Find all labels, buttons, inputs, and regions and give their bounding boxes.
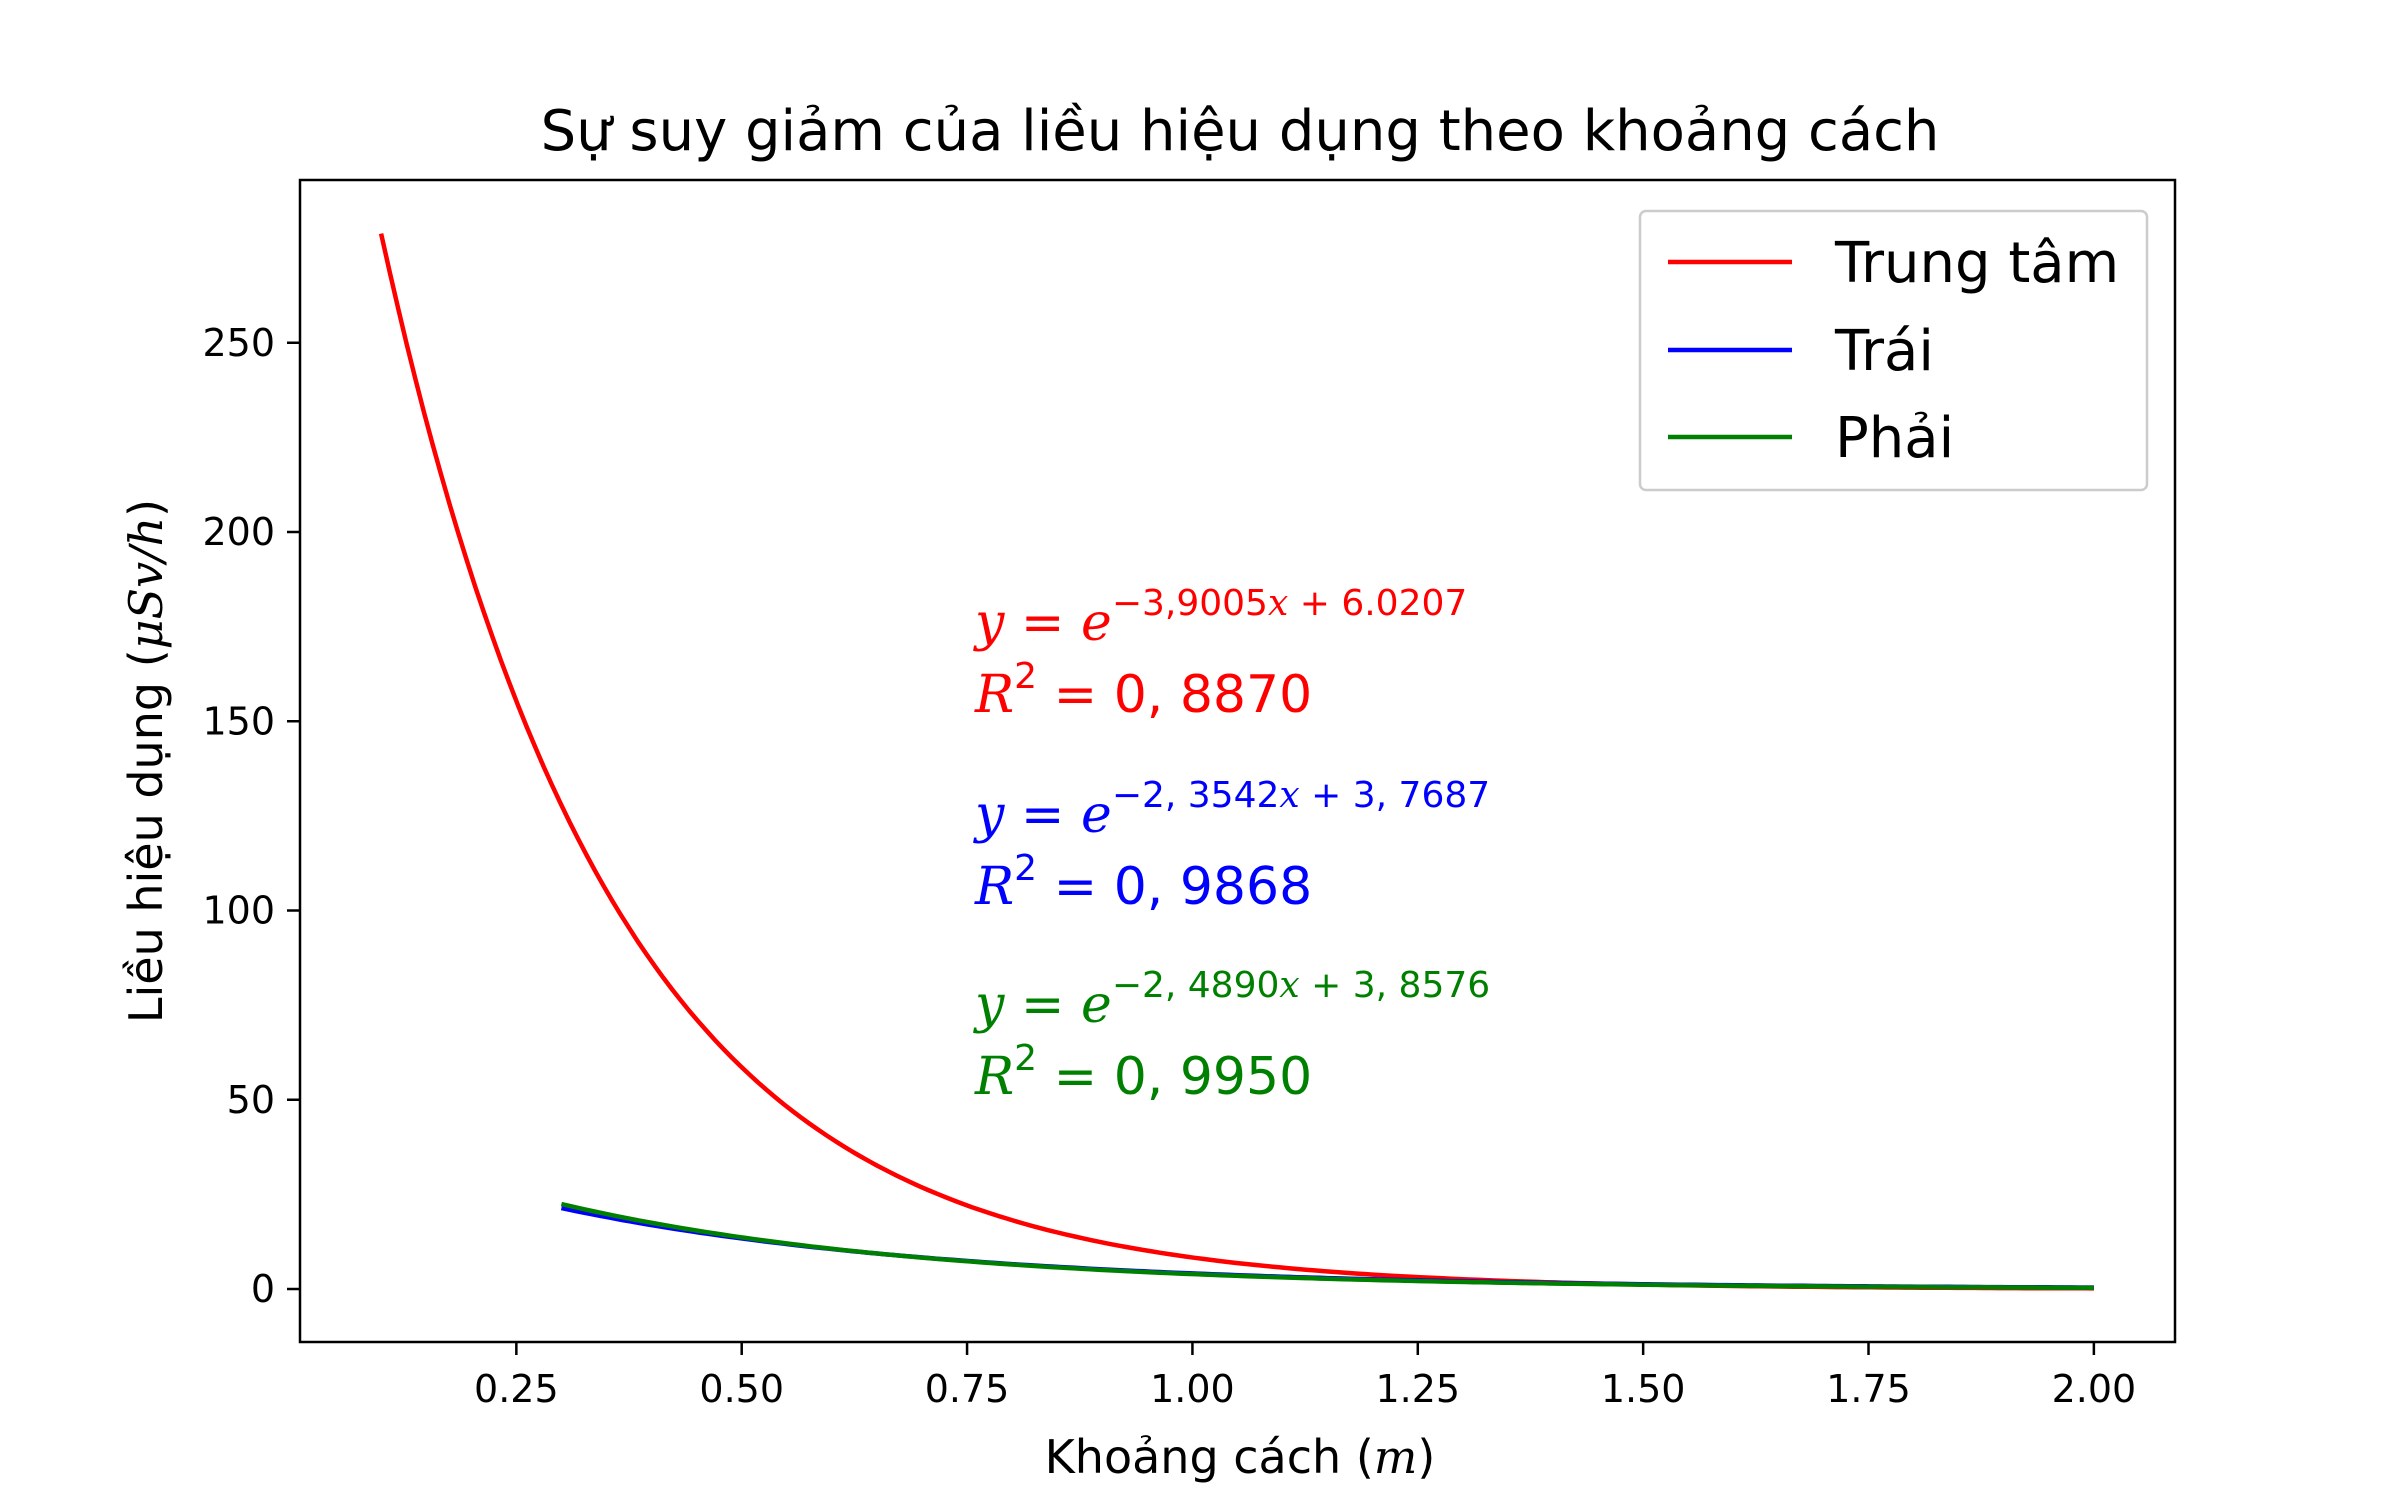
x-tick-label: 1.00 (1150, 1367, 1235, 1411)
x-axis: 0.25 0.50 0.75 1.00 1.25 1.50 1.75 2.00 (474, 1342, 2136, 1411)
x-tick-label: 1.25 (1375, 1367, 1460, 1411)
r-squared: R2 = 0, 9868 (974, 848, 1312, 917)
series-line-2 (560, 1205, 2094, 1290)
legend-label: Trái (1834, 319, 1934, 384)
series-lines (378, 233, 2094, 1291)
y-tick-label: 100 (202, 889, 275, 933)
x-tick-label: 0.50 (699, 1367, 784, 1411)
legend-label: Phải (1835, 406, 1954, 471)
x-axis-unit: m (1374, 1430, 1418, 1484)
x-tick-label: 0.25 (474, 1367, 559, 1411)
legend-box (1638, 209, 2149, 492)
y-axis-unit: μSv/h (119, 517, 173, 650)
x-tick-label: 1.75 (1826, 1367, 1911, 1411)
y-tick-label: 150 (202, 699, 275, 743)
y-axis-label: Liều hiệu dụng (μSv/h) (119, 499, 173, 1023)
x-tick-label: 1.50 (1601, 1367, 1686, 1411)
x-tick-label: 2.00 (2052, 1367, 2137, 1411)
x-axis-label: Khoảng cách (m) (1045, 1430, 1436, 1484)
legend: Trung tâm Trái Phải (1638, 209, 2149, 492)
legend-label: Trung tâm (1834, 231, 2119, 296)
chart-title: Sự suy giảm của liều hiệu dụng theo khoả… (541, 99, 1940, 164)
y-tick-label: 0 (251, 1267, 275, 1311)
r-squared: R2 = 0, 9950 (974, 1038, 1312, 1107)
series-line-3 (560, 1201, 2094, 1291)
fit-equation: y = e−3,9005x + 6.0207 (973, 583, 1467, 653)
y-tick-label: 50 (227, 1078, 275, 1122)
y-axis: 0 50 100 150 200 250 (202, 321, 300, 1311)
y-tick-label: 250 (202, 321, 275, 365)
r-squared: R2 = 0, 8870 (974, 656, 1312, 725)
fit-equation: y = e−2, 3542x + 3, 7687 (973, 775, 1490, 845)
x-tick-label: 0.75 (925, 1367, 1010, 1411)
plot-frame (298, 178, 2177, 1344)
y-tick-label: 200 (202, 510, 275, 554)
plot-area: 0.25 0.50 0.75 1.00 1.25 1.50 1.75 2.00 0 50 100 1… (202, 178, 2177, 1411)
fit-equation: y = e−2, 4890x + 3, 8576 (973, 965, 1490, 1035)
